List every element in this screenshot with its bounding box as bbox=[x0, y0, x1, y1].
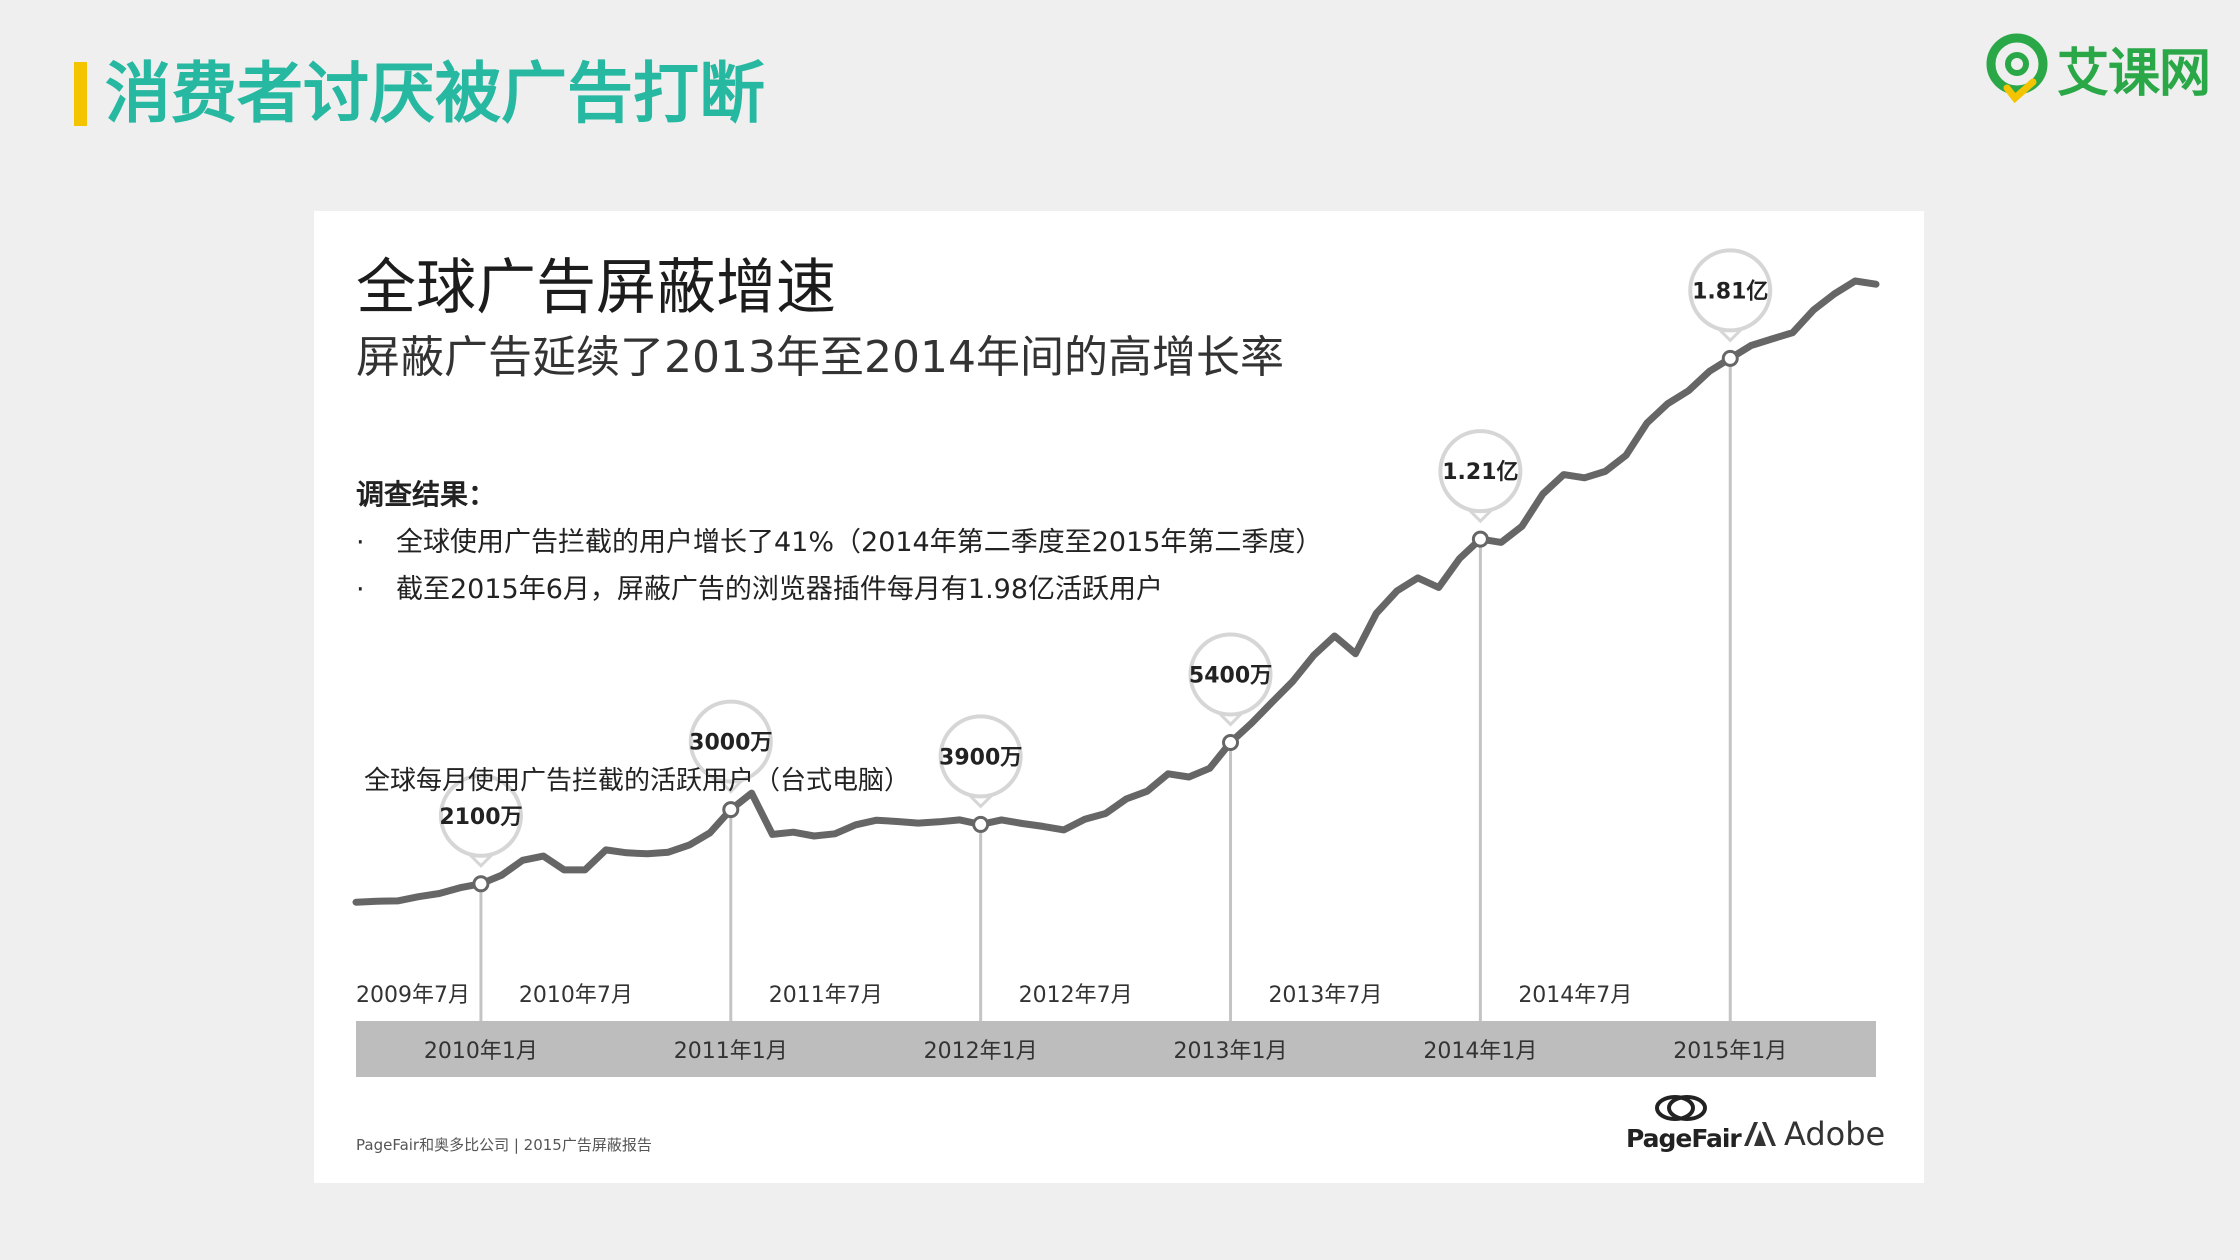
callout-label: 5400万 bbox=[1189, 663, 1272, 688]
title-accent-bar bbox=[74, 62, 87, 126]
chart-title: 全球广告屏蔽增速 bbox=[356, 253, 836, 323]
x-tick-label-year-start: 2015年1月 bbox=[1673, 1039, 1787, 1064]
finding-text: 截至2015年6月，屏蔽广告的浏览器插件每月有1.98亿活跃用户 bbox=[396, 574, 1164, 605]
callout-bubble bbox=[1188, 632, 1273, 717]
callout-label: 1.81亿 bbox=[1692, 279, 1768, 304]
callout-label: 3900万 bbox=[939, 745, 1022, 770]
x-tick-label-year-start: 2011年1月 bbox=[674, 1039, 788, 1064]
source-note: PageFair和奥多比公司 | 2015广告屏蔽报告 bbox=[356, 1136, 652, 1154]
x-tick-label-mid-year: 2011年7月 bbox=[769, 983, 883, 1008]
x-tick-label-mid-year: 2012年7月 bbox=[1019, 983, 1133, 1008]
x-tick-label-year-start: 2010年1月 bbox=[424, 1039, 538, 1064]
bullet-dot: · bbox=[356, 527, 365, 558]
callout-bubble bbox=[1438, 429, 1523, 514]
logo-icon bbox=[1986, 33, 2048, 104]
callout-bubble bbox=[688, 699, 773, 784]
data-point-marker bbox=[972, 815, 990, 833]
x-tick-label-year-start: 2012年1月 bbox=[924, 1039, 1038, 1064]
pagefair-icon bbox=[1655, 1095, 1707, 1121]
infographic-card: 全球广告屏蔽增速 屏蔽广告延续了2013年至2014年间的高增长率 调查结果： … bbox=[314, 211, 1924, 1183]
callout-bubble bbox=[1688, 248, 1773, 333]
page-title: 消费者讨厌被广告打断 bbox=[105, 55, 765, 132]
data-point-marker bbox=[1222, 733, 1240, 751]
data-point-marker bbox=[472, 875, 490, 893]
adobe-icon bbox=[1744, 1122, 1776, 1146]
callout-label: 2100万 bbox=[439, 805, 522, 830]
chart-subtitle: 屏蔽广告延续了2013年至2014年间的高增长率 bbox=[356, 332, 1284, 383]
bullet-dot: · bbox=[356, 574, 365, 605]
brand-logo[interactable]: 艾课网 bbox=[1985, 32, 2211, 104]
adobe-logo: Adobe bbox=[1742, 1115, 1885, 1153]
finding-item: · 全球使用广告拦截的用户增长了41%（2014年第二季度至2015年第二季度） bbox=[356, 520, 1322, 559]
data-point-marker bbox=[1721, 349, 1739, 367]
x-axis-band bbox=[356, 1021, 1876, 1077]
callout-label: 3000万 bbox=[689, 731, 772, 756]
x-tick-label-mid-year: 2013年7月 bbox=[1268, 983, 1382, 1008]
callout-label: 1.21亿 bbox=[1442, 460, 1518, 485]
series-label: 全球每月使用广告拦截的活跃用户（台式电脑） bbox=[364, 766, 911, 796]
x-tick-label-year-start: 2014年1月 bbox=[1423, 1039, 1537, 1064]
x-tick-label-mid-year: 2010年7月 bbox=[519, 983, 633, 1008]
line-chart: 2100万 3000万 3900万 5400万 1.21亿 1.81亿 2009年7月 201… bbox=[352, 248, 1880, 1077]
series-line bbox=[352, 277, 1880, 906]
finding-text: 全球使用广告拦截的用户增长了41%（2014年第二季度至2015年第二季度） bbox=[396, 527, 1323, 558]
pagefair-logo: PageFair bbox=[1626, 1091, 1742, 1153]
x-tick-label-mid-year: 2009年7月 bbox=[356, 983, 470, 1008]
x-tick-label-mid-year: 2014年7月 bbox=[1518, 983, 1632, 1008]
callout-bubble bbox=[438, 773, 523, 858]
pagefair-text: PageFair bbox=[1626, 1124, 1742, 1153]
callout-bubble bbox=[938, 714, 1023, 799]
data-point-marker bbox=[722, 801, 740, 819]
adobe-text: Adobe bbox=[1784, 1115, 1886, 1153]
data-point-marker bbox=[1471, 530, 1489, 548]
finding-item: · 截至2015年6月，屏蔽广告的浏览器插件每月有1.98亿活跃用户 bbox=[356, 567, 1163, 606]
logo-text: 艾课网 bbox=[2057, 43, 2211, 104]
x-tick-label-year-start: 2013年1月 bbox=[1174, 1039, 1288, 1064]
findings-heading: 调查结果： bbox=[356, 478, 497, 511]
